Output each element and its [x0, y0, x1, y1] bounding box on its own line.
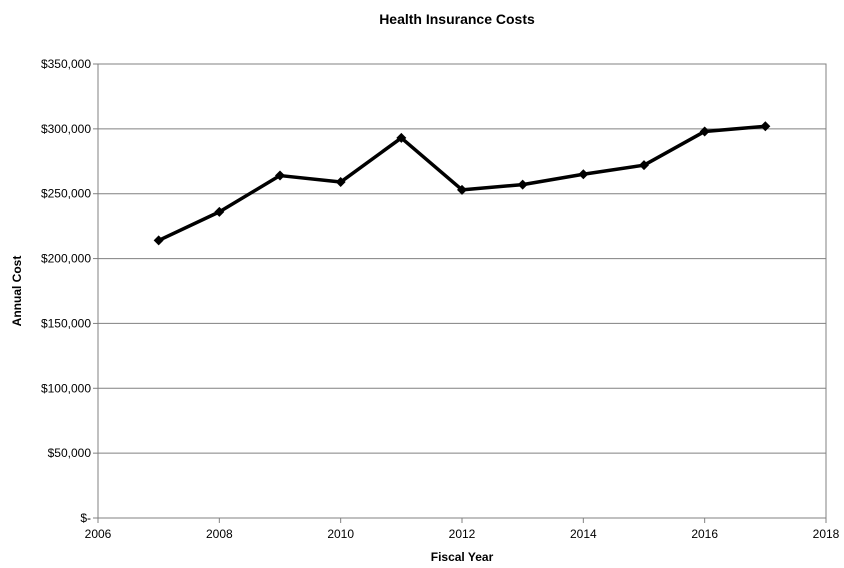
x-tick-label: 2006 [85, 527, 112, 541]
data-point-2008 [214, 206, 225, 217]
y-axis-ticks: $- $50,000 $100,000 $150,000 $200,000 $250,00… [41, 57, 98, 525]
x-tick-label: 2016 [691, 527, 718, 541]
y-tick-label: $- [80, 511, 91, 525]
data-point-2012 [457, 184, 467, 195]
data-point-2017 [760, 121, 771, 132]
data-point-2009 [275, 170, 285, 181]
y-tick-label: $250,000 [41, 187, 91, 201]
y-axis-label: Annual Cost [10, 256, 24, 327]
x-tick-label: 2010 [327, 527, 354, 541]
series-group [153, 121, 771, 246]
data-point-2011 [396, 132, 407, 143]
y-tick-label: $100,000 [41, 381, 91, 395]
x-tick-label: 2014 [570, 527, 597, 541]
y-tick-label: $200,000 [41, 252, 91, 266]
x-tick-label: 2008 [206, 527, 233, 541]
data-point-2016 [699, 126, 710, 137]
series-line [157, 124, 766, 242]
data-point-2013 [517, 179, 528, 190]
y-tick-label: $50,000 [48, 446, 92, 460]
x-tick-label: 2018 [813, 527, 840, 541]
chart-title: Health Insurance Costs [379, 11, 535, 27]
data-point-2010 [335, 177, 346, 188]
y-tick-label: $300,000 [41, 122, 91, 136]
data-point-2007 [153, 235, 164, 246]
x-axis-ticks: 2006 2008 2010 2012 2014 2016 2018 [85, 518, 840, 541]
data-point-2015 [639, 160, 649, 171]
data-point-2014 [578, 169, 589, 180]
y-tick-label: $350,000 [41, 57, 91, 71]
x-axis-label: Fiscal Year [431, 550, 494, 564]
x-tick-label: 2012 [449, 527, 476, 541]
y-tick-label: $150,000 [41, 316, 91, 330]
